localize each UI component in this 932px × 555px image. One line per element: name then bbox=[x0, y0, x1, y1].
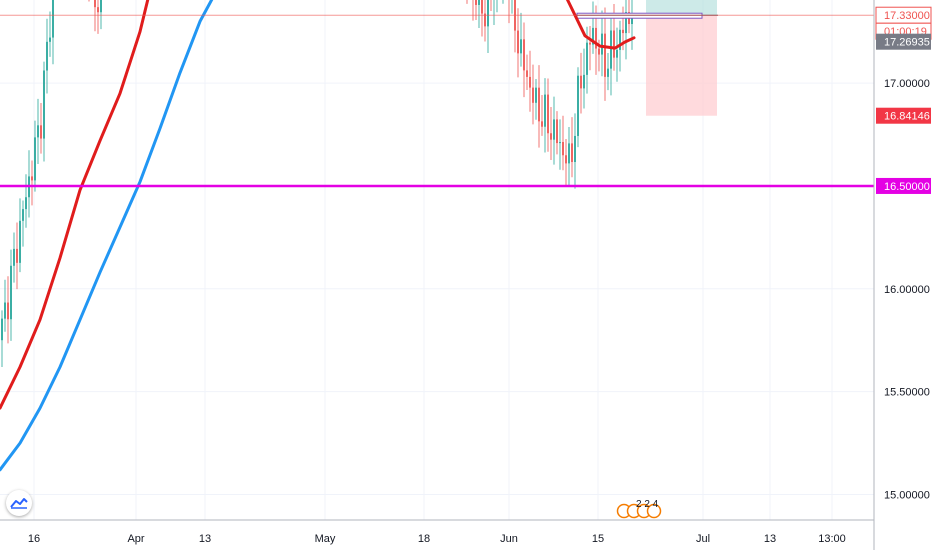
candle-body bbox=[19, 220, 21, 263]
moving-averages-layer bbox=[0, 0, 636, 472]
moving-average-red bbox=[0, 0, 636, 410]
candle-body bbox=[574, 135, 576, 163]
level-price-badge-bg bbox=[876, 177, 931, 194]
candle-body bbox=[559, 142, 561, 144]
candle-body bbox=[601, 33, 603, 55]
y-tick-label: 17.00000 bbox=[884, 78, 930, 90]
price-badge-bg bbox=[876, 33, 931, 50]
price-badge: 16.84146 bbox=[884, 111, 930, 123]
y-tick-label: 15.50000 bbox=[884, 387, 930, 399]
candle-body bbox=[607, 68, 609, 77]
candle-body bbox=[31, 176, 33, 181]
event-marker-icon bbox=[646, 503, 662, 519]
candle-body bbox=[34, 137, 36, 181]
candle-body bbox=[538, 87, 540, 122]
candle-body bbox=[7, 302, 9, 320]
candle-body bbox=[613, 30, 615, 58]
candle-body bbox=[571, 143, 573, 163]
candle-body bbox=[583, 74, 585, 89]
event-badge-label: 2 2 4 bbox=[636, 499, 659, 510]
candle-body bbox=[568, 143, 570, 164]
candle-body bbox=[526, 70, 528, 77]
x-tick-label: 16 bbox=[28, 533, 40, 545]
candle-body bbox=[616, 49, 618, 58]
candle-body bbox=[553, 119, 555, 140]
candle-body bbox=[589, 42, 591, 45]
candle-body bbox=[619, 29, 621, 50]
candle-body bbox=[529, 76, 531, 88]
candle-body bbox=[40, 125, 42, 139]
candle-body bbox=[562, 142, 564, 156]
candle-body bbox=[625, 12, 627, 34]
candle-body bbox=[595, 27, 597, 49]
candle-body bbox=[478, 0, 480, 5]
candle-body bbox=[550, 133, 552, 140]
candle-body bbox=[556, 119, 558, 144]
candle-body bbox=[610, 30, 612, 69]
x-tick-label: 13 bbox=[764, 533, 776, 545]
candle-body bbox=[631, 17, 633, 25]
candle-body bbox=[535, 87, 537, 103]
candle-body bbox=[22, 209, 24, 221]
candle-body bbox=[481, 0, 483, 14]
candle-body bbox=[544, 94, 546, 127]
candle-body bbox=[94, 0, 96, 8]
price-badge-bg bbox=[876, 107, 931, 124]
candle-body bbox=[487, 0, 489, 27]
candle-body bbox=[622, 29, 624, 34]
y-tick-label: 15.00000 bbox=[884, 490, 930, 502]
moving-average-blue bbox=[0, 0, 214, 472]
candle-body bbox=[565, 155, 567, 164]
candle-body bbox=[523, 39, 525, 71]
candle-body bbox=[598, 48, 600, 55]
x-tick-label: 15 bbox=[592, 533, 604, 545]
candle-body bbox=[16, 248, 18, 263]
candle-body bbox=[4, 302, 6, 319]
candle-body bbox=[532, 87, 534, 103]
position-profit-zone bbox=[646, 0, 717, 16]
x-tick-label: 13 bbox=[199, 533, 211, 545]
candle-body bbox=[592, 27, 594, 45]
position-tool[interactable] bbox=[576, 0, 718, 116]
candle-body bbox=[541, 121, 543, 127]
candle-body bbox=[25, 197, 27, 210]
price-badge: 17.26935 bbox=[884, 37, 930, 49]
candle-body bbox=[49, 37, 51, 42]
candle-body bbox=[475, 0, 477, 5]
candle-body bbox=[547, 94, 549, 134]
candle-body bbox=[586, 42, 588, 75]
candle-body bbox=[43, 70, 45, 139]
x-tick-label: Jun bbox=[500, 533, 518, 545]
candle-body bbox=[604, 33, 606, 77]
price-badge: 17.33000 bbox=[884, 10, 930, 22]
candle-body bbox=[520, 39, 522, 54]
x-tick-label: 13:00 bbox=[818, 533, 846, 545]
candle-body bbox=[13, 248, 15, 266]
x-tick-label: Jul bbox=[696, 533, 710, 545]
candle-body bbox=[517, 30, 519, 54]
candle-body bbox=[37, 125, 39, 138]
candle-body bbox=[580, 75, 582, 89]
candle-body bbox=[1, 318, 3, 341]
y-tick-label: 16.00000 bbox=[884, 284, 930, 296]
candle-body bbox=[577, 75, 579, 136]
candle-body bbox=[52, 0, 54, 38]
price-badges-layer: 19.3636816.5000018.8919117.3300001:00:19… bbox=[875, 6, 932, 194]
x-tick-label: May bbox=[315, 533, 336, 545]
position-loss-zone bbox=[646, 15, 717, 116]
candle-body bbox=[10, 265, 12, 320]
candle-body bbox=[100, 0, 102, 13]
candle-body bbox=[46, 41, 48, 71]
tradingview-logo-icon[interactable] bbox=[6, 490, 32, 516]
candle-body bbox=[97, 7, 99, 13]
x-tick-label: 18 bbox=[418, 533, 430, 545]
level-price-badge: 16.50000 bbox=[884, 181, 930, 193]
x-tick-label: Apr bbox=[127, 533, 144, 545]
horizontal-levels-layer[interactable] bbox=[0, 0, 874, 188]
candle-body bbox=[484, 13, 486, 27]
